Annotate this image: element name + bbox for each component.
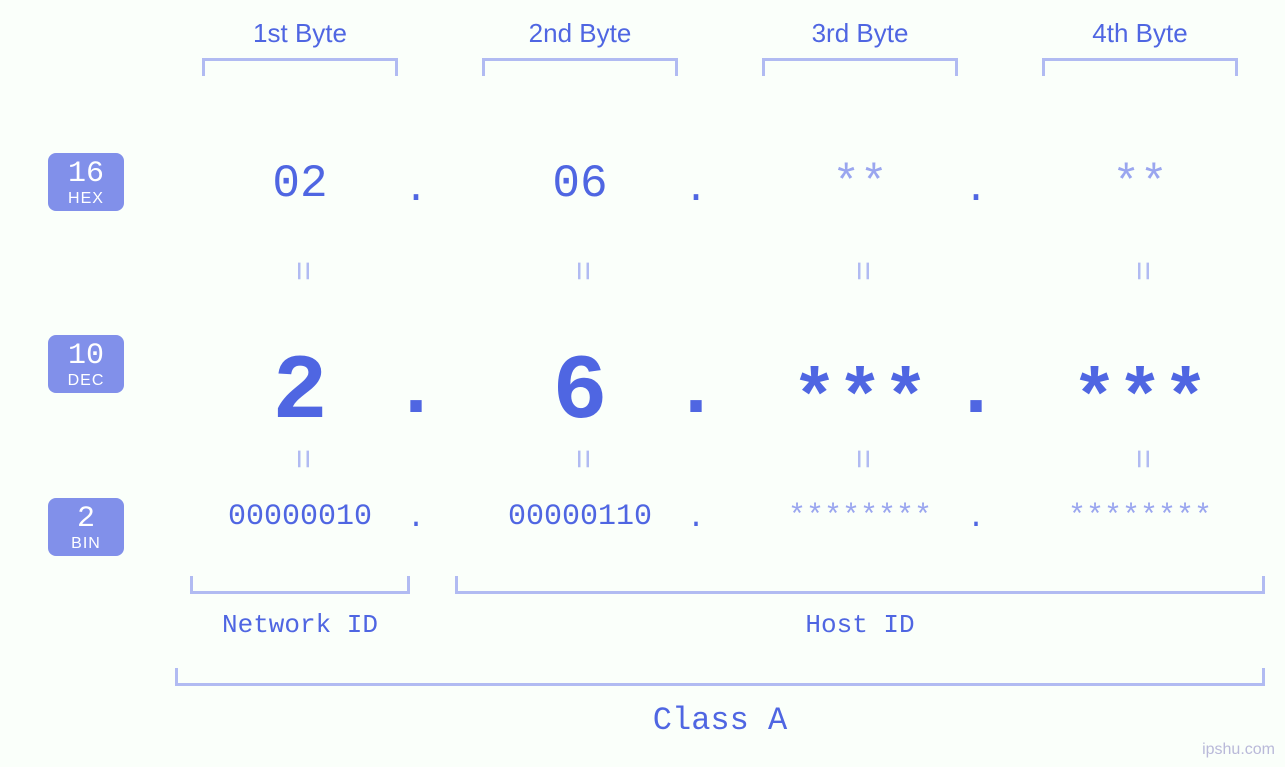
host-bracket [455,576,1265,594]
eq-1-3: = [841,251,879,291]
hex-byte-3: ** [740,158,980,210]
base-badge-bin: 2 BIN [48,498,124,556]
hex-dot-2: . [676,168,716,213]
class-label: Class A [175,702,1265,739]
eq-2-2: = [561,439,599,479]
eq-2-3: = [841,439,879,479]
bin-byte-2: 00000110 [450,500,710,534]
base-badge-dec-lbl: DEC [48,373,124,389]
base-badge-hex-lbl: HEX [48,191,124,207]
byte-label-3: 3rd Byte [762,18,958,49]
base-badge-hex-num: 16 [48,159,124,189]
byte-label-2: 2nd Byte [482,18,678,49]
dec-dot-2: . [666,346,726,437]
eq-2-4: = [1121,439,1159,479]
bin-byte-1: 00000010 [170,500,430,534]
watermark: ipshu.com [1202,741,1275,759]
class-bracket [175,668,1265,686]
eq-1-2: = [561,251,599,291]
top-bracket-2 [482,58,678,76]
bin-byte-4: ******** [1010,500,1270,534]
bin-byte-3: ******** [730,500,990,534]
hex-byte-1: 02 [180,158,420,210]
top-bracket-4 [1042,58,1238,76]
hex-byte-4: ** [1020,158,1260,210]
network-label: Network ID [190,610,410,640]
base-badge-dec: 10 DEC [48,335,124,393]
dec-dot-3: . [946,346,1006,437]
eq-1-1: = [281,251,319,291]
base-badge-bin-num: 2 [48,504,124,534]
eq-2-1: = [281,439,319,479]
hex-byte-2: 06 [460,158,700,210]
base-badge-dec-num: 10 [48,341,124,371]
network-bracket [190,576,410,594]
dec-dot-1: . [386,346,446,437]
host-label: Host ID [455,610,1265,640]
base-badge-hex: 16 HEX [48,153,124,211]
top-bracket-1 [202,58,398,76]
hex-dot-3: . [956,168,996,213]
bin-dot-2: . [681,502,711,536]
base-badge-bin-lbl: BIN [48,536,124,552]
eq-1-4: = [1121,251,1159,291]
bin-dot-3: . [961,502,991,536]
byte-label-4: 4th Byte [1042,18,1238,49]
top-bracket-3 [762,58,958,76]
bin-dot-1: . [401,502,431,536]
hex-dot-1: . [396,168,436,213]
dec-byte-4: *** [1000,358,1280,444]
byte-label-1: 1st Byte [202,18,398,49]
